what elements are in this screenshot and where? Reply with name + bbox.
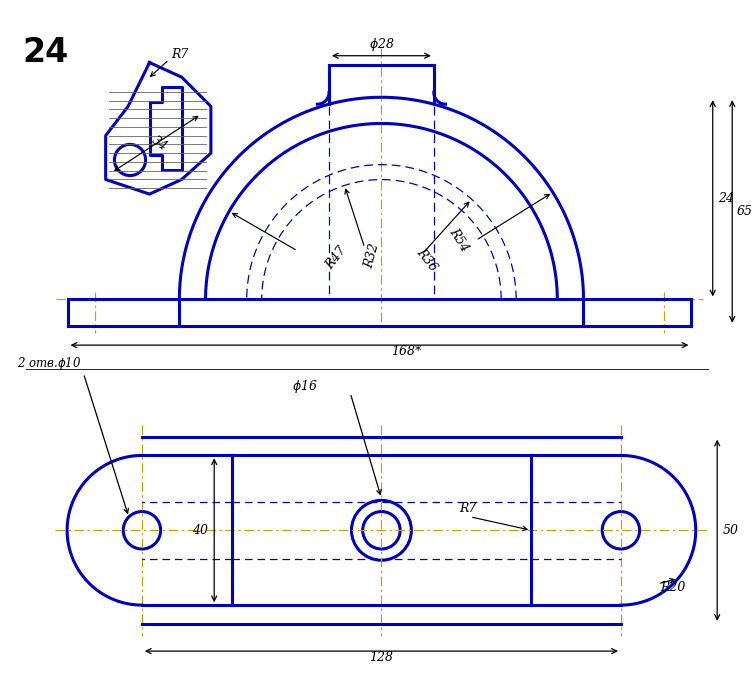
Text: R20: R20 (660, 581, 685, 594)
Text: 40: 40 (193, 524, 208, 537)
Text: 24: 24 (717, 192, 734, 205)
Text: $\phi$16: $\phi$16 (293, 378, 318, 395)
Text: R54: R54 (447, 225, 471, 254)
Text: 168*: 168* (390, 345, 421, 358)
Text: R47: R47 (323, 244, 349, 272)
Text: 24: 24 (23, 36, 69, 69)
Text: 2 отв.$\phi$10: 2 отв.$\phi$10 (17, 355, 81, 372)
Text: R36: R36 (414, 246, 439, 274)
Text: R32: R32 (362, 242, 382, 270)
Text: R7: R7 (459, 502, 477, 514)
Text: 34: 34 (150, 134, 170, 153)
Text: 65: 65 (737, 205, 752, 218)
Text: $\phi$28: $\phi$28 (368, 36, 394, 53)
Text: 128: 128 (369, 651, 393, 664)
Text: R7: R7 (171, 48, 188, 61)
Text: 50: 50 (723, 524, 739, 537)
